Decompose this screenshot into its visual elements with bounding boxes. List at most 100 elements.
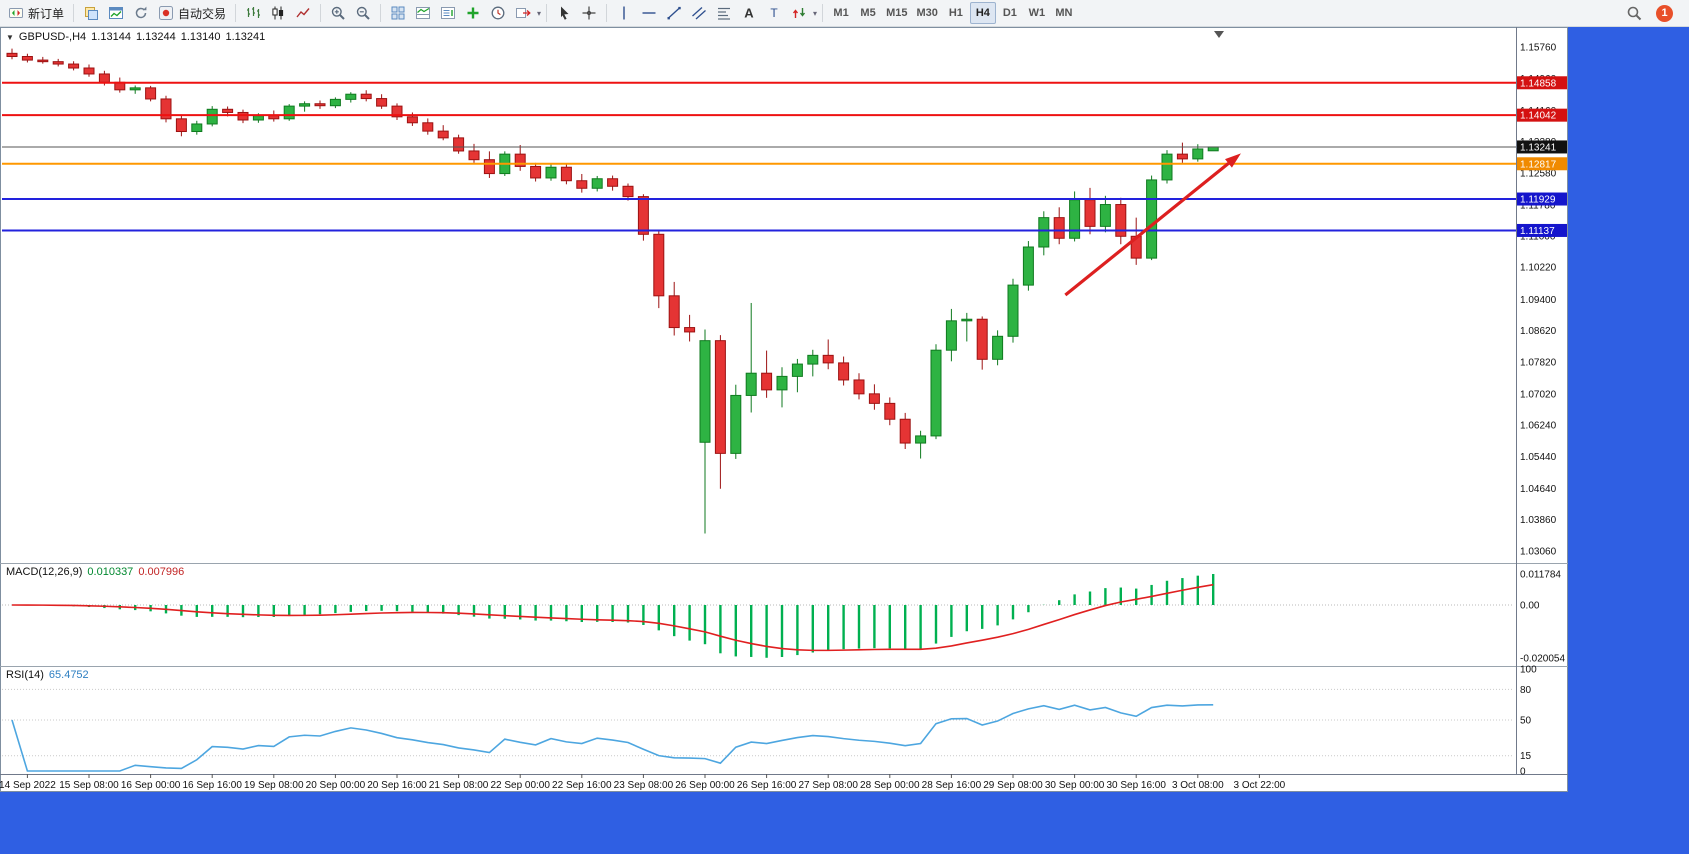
arrows-dropdown-caret[interactable]: ▾ <box>813 8 818 18</box>
price-badge <box>1517 157 1567 171</box>
candle-body <box>1115 204 1127 237</box>
candle-body <box>1176 153 1188 160</box>
toolbar-separator <box>822 4 824 22</box>
timeframe-d1-button[interactable]: D1 <box>1002 7 1017 19</box>
zoom-in-button[interactable] <box>326 2 350 24</box>
candle-body <box>1146 179 1158 259</box>
macd-pane <box>2 573 1514 658</box>
line-chart-button[interactable] <box>291 2 315 24</box>
toolbar-separator <box>73 4 75 22</box>
candle-body <box>252 115 264 121</box>
vertical-line-button[interactable] <box>612 2 636 24</box>
time-axis-label: 23 Sep 08:00 <box>614 780 674 791</box>
vertical-line-icon <box>623 6 625 20</box>
candle-body <box>1038 217 1050 248</box>
notification-badge[interactable]: 1 <box>1656 4 1673 22</box>
candle-body <box>1053 217 1065 239</box>
candlestick-chart-icon <box>272 6 284 20</box>
chart-canvas[interactable]: 1.157601.149601.141601.133801.125801.117… <box>0 27 1568 792</box>
macd-axis-label: 0.00 <box>1520 601 1540 612</box>
timeframe-h1-button[interactable]: H1 <box>948 7 963 19</box>
refresh-button[interactable] <box>129 2 153 24</box>
timeframe-mn-button[interactable]: MN <box>1055 7 1073 19</box>
arrows-tool-button[interactable] <box>787 2 811 24</box>
candlestick-chart-button[interactable] <box>266 2 290 24</box>
new-chart-button[interactable] <box>104 2 128 24</box>
time-axis-label: 26 Sep 00:00 <box>675 780 735 791</box>
chart-window: 1.157601.149601.141601.133801.125801.117… <box>0 27 1568 792</box>
add-icon <box>467 7 479 19</box>
chart-shift-button[interactable] <box>511 2 535 24</box>
timeframe-m30-button[interactable]: M30 <box>916 7 938 19</box>
rsi-axis-label: 50 <box>1520 716 1532 727</box>
toolbar-separator <box>320 4 322 22</box>
chart-shift-marker[interactable] <box>1214 31 1224 38</box>
fibonacci-button[interactable] <box>712 2 736 24</box>
timeframe-h4-button[interactable]: H4 <box>969 2 996 24</box>
horizontal-line-button[interactable] <box>637 2 661 24</box>
chart-menu-arrow-icon[interactable]: ▼ <box>6 33 14 42</box>
tile-windows-button[interactable] <box>386 2 410 24</box>
price-badge-label: 1.14858 <box>1520 78 1557 89</box>
profiles-icon <box>85 7 99 20</box>
indicators-button[interactable] <box>411 2 435 24</box>
toolbar-separator <box>235 4 237 22</box>
candle-body <box>668 295 680 329</box>
text-icon: A <box>744 6 754 21</box>
time-axis-label: 3 Oct 22:00 <box>1234 780 1286 791</box>
trendline-button[interactable] <box>662 2 686 24</box>
text-label-button[interactable]: T <box>762 2 786 24</box>
candle-body <box>52 61 64 65</box>
text-button[interactable]: A <box>737 2 761 24</box>
add-chart-button[interactable] <box>461 2 485 24</box>
toolbar-dropdown-caret[interactable]: ▾ <box>537 8 542 18</box>
indicator-list-button[interactable] <box>436 2 460 24</box>
price-axis-label: 1.15760 <box>1520 42 1557 53</box>
price-badge-label: 1.13241 <box>1520 142 1557 153</box>
new-order-icon <box>9 8 23 18</box>
timeframe-w1-button[interactable]: W1 <box>1028 7 1046 19</box>
rsi-axis-label: 100 <box>1520 665 1537 676</box>
new-order-button[interactable]: 新订单 <box>4 2 68 24</box>
timeframe-m5-button[interactable]: M5 <box>860 7 876 19</box>
profiles-button[interactable] <box>79 2 103 24</box>
candle-body <box>976 318 988 360</box>
candle-body <box>560 166 572 182</box>
time-axis-label: 20 Sep 16:00 <box>367 780 427 791</box>
period-clock-button[interactable] <box>486 2 510 24</box>
zoom-out-button[interactable] <box>351 2 375 24</box>
candlesticks <box>6 48 1219 534</box>
crosshair-button[interactable] <box>577 2 601 24</box>
price-badge-label: 1.14042 <box>1520 111 1557 122</box>
channel-button[interactable] <box>687 2 711 24</box>
candle-body <box>961 318 973 322</box>
candle-body <box>653 233 665 297</box>
candle-body <box>530 165 542 179</box>
candle-body <box>868 393 880 404</box>
macd-axis-label: -0.020054 <box>1520 653 1565 664</box>
toolbar-separator <box>606 4 608 22</box>
candle-body <box>1069 199 1081 239</box>
candle-body <box>992 335 1004 360</box>
price-badge <box>1517 223 1567 237</box>
candle-body <box>314 103 326 107</box>
candle-body <box>360 93 372 100</box>
candle-body <box>545 166 557 179</box>
candle-body <box>437 130 449 139</box>
time-axis-label: 26 Sep 16:00 <box>737 780 797 791</box>
search-button[interactable] <box>1622 2 1646 24</box>
timeframe-m15-button[interactable]: M15 <box>886 7 908 19</box>
candle-body <box>884 402 896 420</box>
candle-body <box>714 340 726 454</box>
bar-chart-button[interactable] <box>241 2 265 24</box>
channel-icon <box>692 7 706 20</box>
time-axis-label: 22 Sep 00:00 <box>490 780 550 791</box>
auto-trading-button[interactable]: 自动交易 <box>154 2 230 24</box>
candle-body <box>468 150 480 161</box>
trend-arrow[interactable] <box>1064 162 1230 297</box>
new-order-label: 新订单 <box>28 6 65 21</box>
auto-trading-icon <box>159 6 174 20</box>
cursor-button[interactable] <box>552 2 576 24</box>
candle-body <box>175 118 187 133</box>
timeframe-m1-button[interactable]: M1 <box>833 7 849 19</box>
